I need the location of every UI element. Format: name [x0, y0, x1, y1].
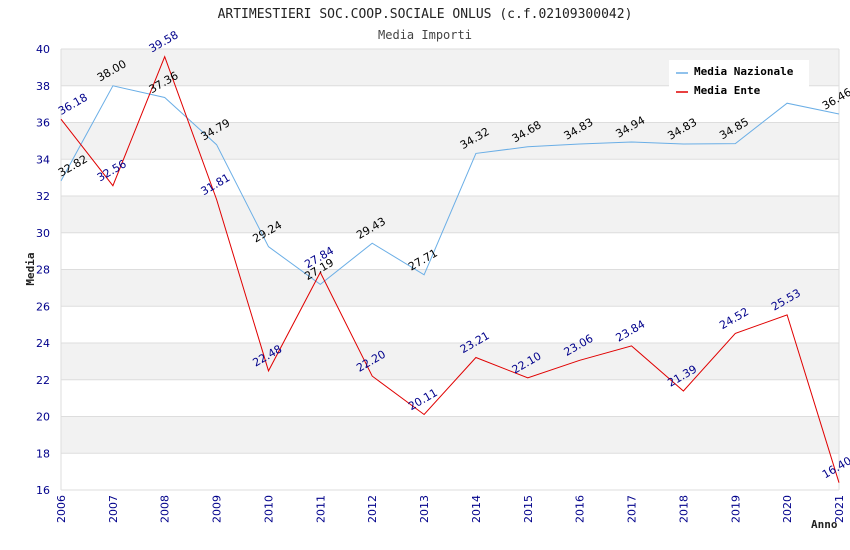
y-tick-label: 22 — [36, 374, 50, 387]
x-tick-label: 2007 — [107, 495, 120, 523]
y-tick-label: 30 — [36, 227, 50, 240]
grid-band — [61, 306, 839, 343]
x-axis-label: Anno — [811, 518, 838, 531]
y-tick-label: 40 — [36, 43, 50, 56]
chart-subtitle: Media Importi — [378, 28, 472, 42]
y-tick-label: 28 — [36, 264, 50, 277]
y-tick-label: 36 — [36, 117, 50, 130]
x-tick-label: 2014 — [470, 495, 483, 523]
x-tick-label: 2020 — [781, 495, 794, 523]
legend-box — [669, 60, 809, 100]
legend-label-media-ente: Media Ente — [694, 84, 761, 97]
x-axis-ticks: 2006 2007 2008 2009 2010 2011 2012 2013 2014 2015… — [55, 495, 846, 523]
x-tick-label: 2018 — [677, 495, 690, 523]
grid-bands — [61, 49, 839, 490]
x-tick-label: 2021 — [833, 495, 846, 523]
x-tick-label: 2009 — [211, 495, 224, 523]
x-tick-label: 2006 — [55, 495, 68, 523]
grid-band — [61, 232, 839, 270]
x-tick-label: 2008 — [159, 495, 172, 523]
series-line-media-ente — [60, 55, 840, 483]
y-tick-label: 34 — [36, 153, 50, 166]
series-line-media-nazionale — [60, 85, 840, 286]
x-tick-label: 2012 — [366, 495, 379, 523]
x-tick-label: 2017 — [626, 495, 639, 523]
y-tick-label: 18 — [36, 447, 50, 460]
y-tick-label: 26 — [36, 300, 50, 313]
grid-lines — [60, 48, 840, 491]
legend: Media Nazionale Media Ente — [669, 60, 809, 100]
x-tick-label: 2015 — [522, 495, 535, 523]
y-tick-label: 16 — [36, 484, 50, 497]
chart-title: ARTIMESTIERI SOC.COOP.SOCIALE ONLUS (c.f… — [218, 7, 633, 22]
y-tick-label: 24 — [36, 337, 50, 350]
y-tick-label: 32 — [36, 190, 50, 203]
x-tick-label: 2016 — [574, 495, 587, 523]
y-tick-label: 20 — [36, 411, 50, 424]
x-tick-label: 2013 — [418, 495, 431, 523]
y-tick-label: 38 — [36, 80, 50, 93]
x-tick-label: 2011 — [314, 495, 327, 523]
x-tick-label: 2010 — [262, 495, 275, 523]
grid-band — [61, 343, 839, 380]
grid-band — [61, 159, 839, 196]
x-tick-label: 2019 — [729, 495, 742, 523]
y-axis-label: Media — [24, 252, 37, 285]
legend-label-media-nazionale: Media Nazionale — [694, 65, 794, 78]
grid-band — [61, 453, 839, 490]
series-lines — [60, 55, 840, 483]
grid-band — [61, 416, 839, 454]
y-axis-ticks: 16 18 20 22 24 26 28 30 32 34 36 38 40 — [36, 43, 50, 497]
grid-band — [61, 269, 839, 307]
